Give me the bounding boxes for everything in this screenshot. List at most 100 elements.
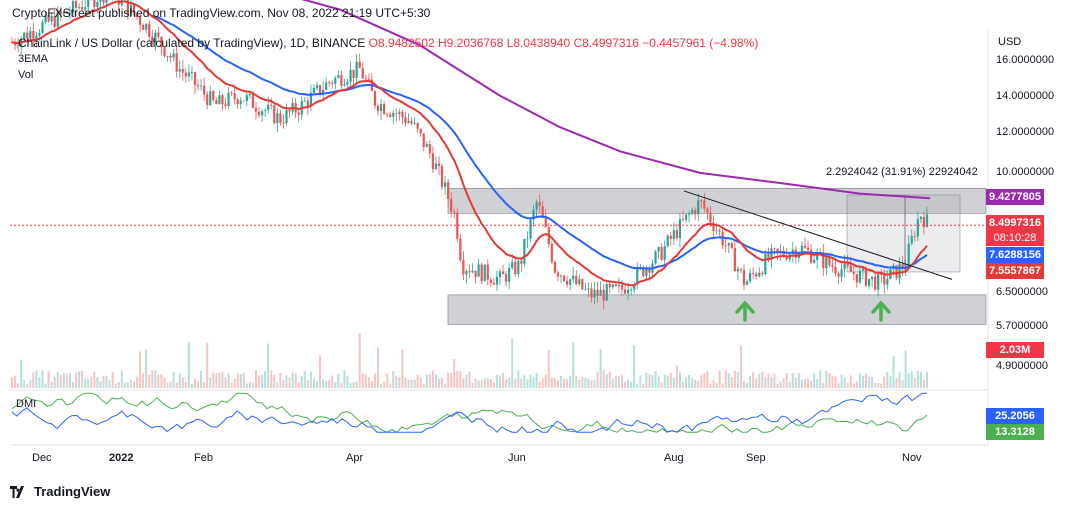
- volume-bar: [532, 376, 535, 388]
- volume-bar: [120, 370, 123, 388]
- candle-body: [605, 284, 608, 301]
- candle-body: [813, 259, 816, 263]
- volume-bar: [14, 375, 17, 388]
- candle-body: [453, 211, 456, 213]
- candle-body: [392, 112, 395, 117]
- volume-bar: [419, 377, 422, 388]
- candle-body: [389, 114, 392, 117]
- candle-body: [550, 244, 553, 262]
- candle-body: [126, 0, 129, 16]
- volume-bar: [743, 381, 745, 388]
- candle-body: [99, 0, 102, 2]
- candle-body: [23, 32, 26, 39]
- ohlc-close: C8.4997316: [573, 36, 639, 50]
- candle-body: [483, 264, 486, 282]
- volume-bar: [407, 379, 410, 388]
- candle-body: [703, 200, 706, 209]
- y-tick: 5.7000000: [996, 320, 1048, 332]
- volume-bar: [462, 378, 465, 388]
- volume-bar: [29, 380, 32, 388]
- volume-bar: [117, 381, 120, 388]
- candle-body: [544, 217, 547, 227]
- candle-body: [13, 42, 17, 46]
- candle-body: [758, 272, 761, 277]
- volume-bar: [901, 380, 904, 388]
- x-tick: 2022: [109, 452, 134, 464]
- candle-body: [422, 133, 425, 147]
- candle-body: [657, 247, 660, 252]
- volume-bar: [175, 382, 178, 388]
- volume-bar: [38, 377, 41, 388]
- volume-bar: [877, 382, 880, 388]
- candle-body: [739, 268, 743, 271]
- volume-bar: [660, 382, 663, 388]
- volume-indicator-label[interactable]: Vol: [18, 69, 34, 81]
- candle-body: [733, 247, 736, 272]
- volume-bar: [916, 370, 919, 388]
- volume-bar: [791, 372, 794, 388]
- candle-body: [569, 279, 572, 285]
- candle-body: [489, 279, 492, 283]
- ohlc-change: −0.4457961 (−4.98%): [642, 36, 759, 50]
- volume-bar: [65, 373, 68, 388]
- candle-body: [261, 111, 264, 116]
- ema-indicator-label[interactable]: 3EMA: [18, 53, 48, 65]
- candle-body: [132, 4, 136, 14]
- volume-bar: [645, 372, 648, 388]
- countdown-tag: 08:10:28: [986, 230, 1044, 246]
- candle-body: [712, 222, 715, 231]
- volume-bar: [782, 378, 785, 388]
- candle-body: [236, 99, 239, 105]
- volume-bar: [340, 383, 343, 388]
- candle-body: [416, 123, 419, 129]
- candle-body: [331, 82, 334, 84]
- volume-bar: [849, 375, 852, 388]
- volume-bar: [822, 382, 825, 388]
- candle-body: [96, 1, 99, 8]
- tradingview-logo-icon: [10, 485, 24, 498]
- candle-body: [163, 47, 166, 57]
- tradingview-logo[interactable]: TradingView: [10, 484, 110, 499]
- dmi-indicator-label[interactable]: DMI: [16, 398, 37, 410]
- volume-bar: [444, 383, 447, 388]
- volume-bar: [837, 383, 840, 388]
- volume-bar: [422, 383, 425, 388]
- volume-bar: [166, 382, 169, 388]
- volume-bar: [431, 370, 434, 388]
- candle-body: [203, 85, 206, 95]
- candle-body: [209, 91, 212, 105]
- volume-bar: [715, 383, 718, 388]
- candle-body: [922, 216, 926, 227]
- volume-bar: [800, 379, 803, 388]
- volume-bar: [398, 377, 401, 388]
- volume-bar: [56, 371, 59, 388]
- volume-bar: [294, 373, 297, 388]
- candle-body: [456, 212, 459, 239]
- volume-bar: [883, 376, 886, 388]
- candle-body: [867, 278, 871, 286]
- volume-bar: [892, 356, 895, 388]
- volume-bar: [788, 381, 791, 388]
- volume-bar: [93, 371, 96, 388]
- volume-bar: [355, 381, 358, 388]
- candle-body: [706, 208, 709, 213]
- di-minus-line: [11, 392, 928, 433]
- candle-body: [492, 282, 495, 285]
- volume-bar: [459, 370, 462, 388]
- candle-body: [724, 245, 727, 247]
- volume-bar: [733, 370, 736, 388]
- candle-body: [87, 0, 90, 8]
- volume-bar: [764, 376, 767, 388]
- volume-bar: [230, 382, 233, 388]
- volume-bar: [90, 376, 93, 388]
- candle-body: [874, 276, 877, 290]
- volume-bar: [26, 383, 29, 388]
- volume-bar: [203, 382, 206, 388]
- candle-body: [196, 85, 200, 87]
- volume-bar: [584, 377, 587, 388]
- candle-body: [285, 109, 288, 124]
- candle-body: [181, 68, 184, 73]
- volume-bar: [395, 375, 398, 388]
- volume-bar: [517, 370, 520, 388]
